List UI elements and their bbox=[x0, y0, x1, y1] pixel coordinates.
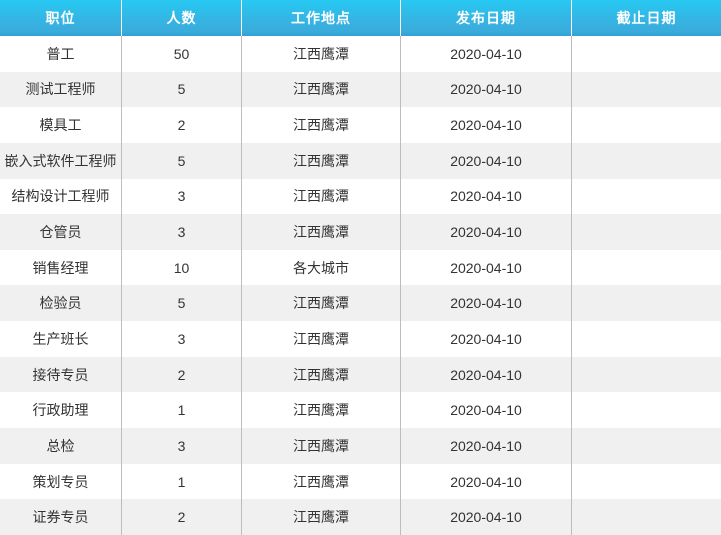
cell-headcount: 2 bbox=[122, 356, 242, 393]
cell-deadline bbox=[572, 250, 721, 286]
cell-position: 接待专员 bbox=[0, 356, 122, 393]
cell-location: 江西鹰潭 bbox=[242, 142, 401, 179]
cell-publish-date: 2020-04-10 bbox=[401, 71, 572, 108]
cell-deadline bbox=[572, 285, 721, 321]
table-row: 模具工 2 江西鹰潭 2020-04-10 bbox=[0, 107, 721, 143]
cell-position: 模具工 bbox=[0, 107, 122, 143]
cell-publish-date: 2020-04-10 bbox=[401, 392, 572, 429]
cell-publish-date: 2020-04-10 bbox=[401, 142, 572, 179]
cell-headcount: 3 bbox=[122, 321, 242, 357]
cell-headcount: 1 bbox=[122, 392, 242, 429]
cell-location: 江西鹰潭 bbox=[242, 285, 401, 322]
cell-headcount: 2 bbox=[122, 107, 242, 143]
cell-location: 江西鹰潭 bbox=[242, 392, 401, 429]
cell-deadline bbox=[572, 179, 721, 215]
cell-deadline bbox=[572, 214, 721, 250]
cell-deadline bbox=[572, 321, 721, 357]
cell-publish-date: 2020-04-10 bbox=[401, 285, 572, 322]
column-header-location: 工作地点 bbox=[242, 0, 401, 36]
cell-publish-date: 2020-04-10 bbox=[401, 214, 572, 250]
cell-deadline bbox=[572, 107, 721, 143]
table-row: 普工 50 江西鹰潭 2020-04-10 bbox=[0, 36, 721, 72]
cell-headcount: 5 bbox=[122, 142, 242, 179]
table-row: 结构设计工程师 3 江西鹰潭 2020-04-10 bbox=[0, 178, 721, 215]
cell-position: 生产班长 bbox=[0, 321, 122, 357]
cell-publish-date: 2020-04-10 bbox=[401, 428, 572, 464]
cell-publish-date: 2020-04-10 bbox=[401, 36, 572, 72]
cell-location: 江西鹰潭 bbox=[242, 178, 401, 215]
cell-headcount: 5 bbox=[122, 71, 242, 108]
cell-publish-date: 2020-04-10 bbox=[401, 356, 572, 393]
cell-deadline bbox=[572, 36, 721, 72]
cell-publish-date: 2020-04-10 bbox=[401, 499, 572, 535]
cell-deadline bbox=[572, 72, 721, 108]
table-row: 证券专员 2 江西鹰潭 2020-04-10 bbox=[0, 499, 721, 535]
table-row: 总检 3 江西鹰潭 2020-04-10 bbox=[0, 428, 721, 464]
cell-deadline bbox=[572, 143, 721, 179]
cell-location: 江西鹰潭 bbox=[242, 321, 401, 357]
table-row: 策划专员 1 江西鹰潭 2020-04-10 bbox=[0, 463, 721, 500]
cell-location: 江西鹰潭 bbox=[242, 214, 401, 250]
cell-publish-date: 2020-04-10 bbox=[401, 178, 572, 215]
cell-position: 销售经理 bbox=[0, 249, 122, 286]
cell-location: 各大城市 bbox=[242, 249, 401, 286]
cell-deadline bbox=[572, 499, 721, 535]
table-row: 销售经理 10 各大城市 2020-04-10 bbox=[0, 249, 721, 286]
cell-position: 结构设计工程师 bbox=[0, 178, 122, 215]
cell-position: 行政助理 bbox=[0, 392, 122, 429]
table-row: 检验员 5 江西鹰潭 2020-04-10 bbox=[0, 285, 721, 322]
cell-headcount: 2 bbox=[122, 499, 242, 535]
cell-position: 测试工程师 bbox=[0, 71, 122, 108]
cell-headcount: 1 bbox=[122, 463, 242, 500]
cell-headcount: 5 bbox=[122, 285, 242, 322]
cell-location: 江西鹰潭 bbox=[242, 36, 401, 72]
cell-location: 江西鹰潭 bbox=[242, 499, 401, 535]
cell-position: 证券专员 bbox=[0, 499, 122, 535]
cell-deadline bbox=[572, 392, 721, 428]
table-row: 测试工程师 5 江西鹰潭 2020-04-10 bbox=[0, 71, 721, 108]
table-body: 普工 50 江西鹰潭 2020-04-10 测试工程师 5 江西鹰潭 2020-… bbox=[0, 36, 721, 535]
cell-location: 江西鹰潭 bbox=[242, 428, 401, 464]
cell-headcount: 50 bbox=[122, 36, 242, 72]
cell-publish-date: 2020-04-10 bbox=[401, 249, 572, 286]
table-row: 仓管员 3 江西鹰潭 2020-04-10 bbox=[0, 214, 721, 250]
column-header-headcount: 人数 bbox=[122, 0, 242, 36]
cell-deadline bbox=[572, 464, 721, 500]
table-row: 生产班长 3 江西鹰潭 2020-04-10 bbox=[0, 321, 721, 357]
table-row: 行政助理 1 江西鹰潭 2020-04-10 bbox=[0, 392, 721, 429]
cell-headcount: 10 bbox=[122, 249, 242, 286]
cell-position: 策划专员 bbox=[0, 463, 122, 500]
cell-headcount: 3 bbox=[122, 428, 242, 464]
column-header-publish-date: 发布日期 bbox=[401, 0, 572, 36]
cell-position: 嵌入式软件工程师 bbox=[0, 142, 122, 179]
table-row: 嵌入式软件工程师 5 江西鹰潭 2020-04-10 bbox=[0, 142, 721, 179]
cell-location: 江西鹰潭 bbox=[242, 71, 401, 108]
column-header-deadline: 截止日期 bbox=[616, 10, 677, 26]
cell-position: 仓管员 bbox=[0, 214, 122, 250]
table-header-row: 职位 人数 工作地点 发布日期 截止日期 bbox=[0, 0, 721, 36]
cell-headcount: 3 bbox=[122, 178, 242, 215]
column-header-position: 职位 bbox=[0, 0, 122, 36]
cell-deadline bbox=[572, 357, 721, 393]
table-row: 接待专员 2 江西鹰潭 2020-04-10 bbox=[0, 356, 721, 393]
cell-publish-date: 2020-04-10 bbox=[401, 321, 572, 357]
cell-position: 总检 bbox=[0, 428, 122, 464]
cell-location: 江西鹰潭 bbox=[242, 356, 401, 393]
cell-deadline bbox=[572, 428, 721, 464]
cell-publish-date: 2020-04-10 bbox=[401, 107, 572, 143]
cell-position: 检验员 bbox=[0, 285, 122, 322]
cell-location: 江西鹰潭 bbox=[242, 463, 401, 500]
cell-publish-date: 2020-04-10 bbox=[401, 463, 572, 500]
cell-position: 普工 bbox=[0, 36, 122, 72]
cell-headcount: 3 bbox=[122, 214, 242, 250]
cell-location: 江西鹰潭 bbox=[242, 107, 401, 143]
